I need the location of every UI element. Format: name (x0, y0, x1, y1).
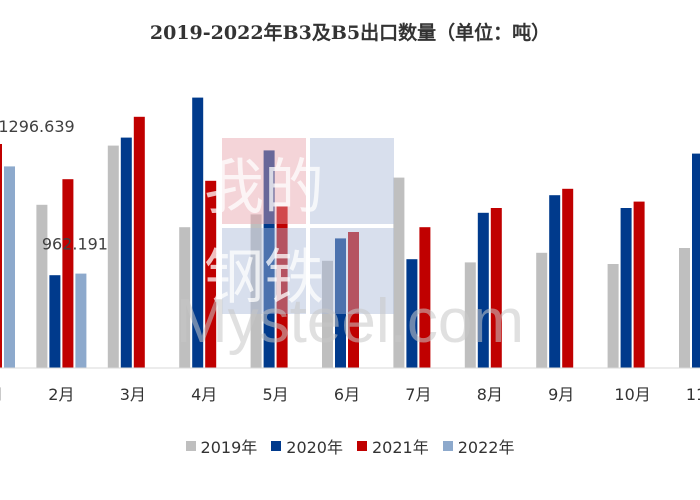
bar-2020年-11月[interactable] (692, 153, 700, 368)
bar-2019年-6月[interactable] (322, 260, 333, 368)
bar-2020年-3月[interactable] (120, 137, 132, 368)
x-tick-label: 4月 (191, 385, 217, 404)
bar-2019年-7月[interactable] (393, 177, 405, 368)
legend-item-2021[interactable]: 2021年 (357, 434, 429, 458)
bar-2021年-5月[interactable] (276, 206, 288, 368)
data-label: 962.191 (42, 235, 108, 254)
legend-label-2021: 2021年 (372, 438, 429, 457)
bar-2019年-2月[interactable] (36, 204, 48, 368)
bar-2019年-9月[interactable] (536, 252, 548, 368)
x-tick-labels: 1月 2月 3月 4月 5月 6月 7月 8月 9月 10月 11月 (0, 385, 700, 404)
bar-2020年-10月[interactable] (620, 208, 632, 368)
legend-swatch-2022 (442, 441, 453, 451)
legend-label-2020: 2020年 (286, 438, 343, 457)
data-label: 1296.639 (0, 117, 75, 136)
x-tick-label: 11月 (686, 385, 700, 404)
x-tick-label: 3月 (120, 385, 146, 404)
x-tick-label: 2月 (48, 385, 74, 404)
x-tick-label: 5月 (263, 385, 289, 404)
bar-2019年-8月[interactable] (464, 262, 476, 368)
bar-2020年-2月[interactable] (49, 275, 61, 368)
x-tick-label: 10月 (614, 385, 650, 404)
bar-2021年-7月[interactable] (419, 227, 431, 368)
bar-2020年-9月[interactable] (549, 195, 561, 368)
bar-2021年-6月[interactable] (348, 232, 359, 368)
bar-2021年-2月[interactable] (62, 179, 74, 368)
data-labels: 1296.639 962.191 (0, 117, 108, 254)
bar-2021年-1月[interactable] (0, 144, 2, 368)
x-tick-label: 1月 (0, 385, 3, 404)
legend-label-2019: 2019年 (200, 438, 258, 457)
bar-2021年-9月[interactable] (562, 188, 574, 368)
bar-2021年-3月[interactable] (133, 116, 145, 368)
bar-2020年-5月[interactable] (263, 150, 275, 368)
bar-2022年-2月[interactable] (75, 273, 87, 368)
chart-title: 2019-2022年B3及B5出口数量（单位：吨） (149, 22, 551, 44)
bar-2021年-4月[interactable] (205, 180, 217, 368)
legend-item-2022[interactable]: 2022年 (442, 434, 515, 458)
bar-2020年-6月[interactable] (335, 238, 346, 368)
bar-2021年-10月[interactable] (633, 201, 645, 368)
legend: 2019年 2020年 2021年 2022年 (0, 434, 700, 458)
x-tick-label: 8月 (477, 385, 503, 404)
bar-2020年-4月[interactable] (192, 97, 204, 368)
legend-swatch-2020 (271, 441, 282, 451)
legend-swatch-2019 (185, 441, 196, 451)
bar-2019年-5月[interactable] (250, 214, 262, 368)
x-tick-label: 6月 (334, 385, 360, 404)
bar-2021年-8月[interactable] (490, 208, 502, 368)
legend-swatch-2021 (357, 441, 367, 451)
x-tick-label: 7月 (405, 385, 431, 404)
legend-item-2020[interactable]: 2020年 (271, 434, 343, 458)
bar-2019年-10月[interactable] (607, 264, 619, 368)
bar-2019年-11月[interactable] (679, 248, 690, 368)
legend-item-2019[interactable]: 2019年 (185, 434, 258, 458)
bars-group (0, 97, 700, 368)
bar-2022年-1月[interactable] (4, 166, 15, 368)
x-tick-label: 9月 (548, 385, 574, 404)
bar-2020年-8月[interactable] (477, 212, 489, 368)
bar-2019年-3月[interactable] (107, 145, 119, 368)
legend-label-2022: 2022年 (457, 438, 515, 457)
bar-2020年-7月[interactable] (406, 259, 418, 368)
bar-2019年-4月[interactable] (179, 227, 191, 368)
